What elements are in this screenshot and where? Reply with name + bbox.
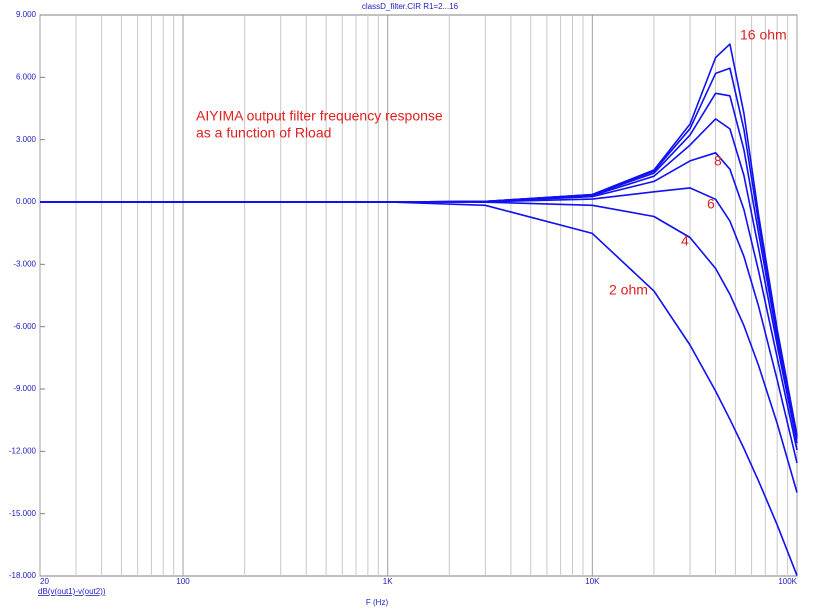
x-tick-label: 20 [40, 577, 49, 586]
x-tick-label: 100 [176, 577, 190, 586]
x-tick-label: 10K [585, 577, 600, 586]
x-tick-label: 100K [778, 577, 797, 586]
annotation: 6 [707, 196, 715, 212]
annotation: AIYIMA output filter frequency response [196, 108, 443, 124]
y-tick-label: -15.000 [9, 509, 37, 518]
y-tick-label: -12.000 [9, 446, 37, 455]
y-tick-label: -6.000 [13, 322, 36, 331]
annotation: 8 [714, 153, 722, 169]
series-line [40, 187, 798, 464]
series-line [40, 201, 798, 576]
y-tick-label: 0.000 [16, 197, 37, 206]
annotation: 16 ohm [740, 27, 787, 43]
series-line [40, 92, 798, 440]
y-tick-label: -3.000 [13, 259, 36, 268]
annotation: 4 [681, 233, 689, 249]
y-tick-label: 3.000 [16, 135, 37, 144]
x-tick-label: 1K [383, 577, 393, 586]
chart-title: classD_filter.CIR R1=2...16 [362, 2, 459, 11]
plot-frame [39, 14, 798, 577]
y-tick-label: 6.000 [16, 72, 37, 81]
y-tick-label: 9.000 [16, 10, 37, 19]
annotation: 2 ohm [609, 282, 648, 298]
series-line [40, 152, 798, 451]
y-tick-label: -9.000 [13, 384, 36, 393]
y-axis-label: dB(v(out1)-v(out2)) [38, 587, 106, 596]
series-line [40, 118, 798, 444]
series-line [40, 43, 798, 436]
y-tick-label: -18.000 [9, 571, 37, 580]
annotation: as a function of Rload [196, 125, 331, 141]
x-axis-label: F (Hz) [366, 598, 389, 607]
